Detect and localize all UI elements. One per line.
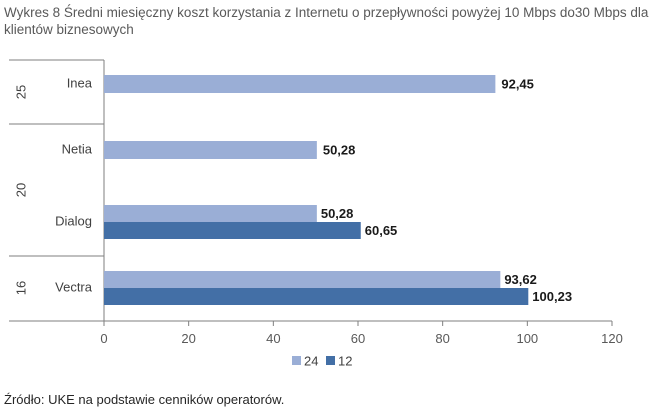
x-tick-label-0: 0 — [100, 331, 107, 346]
bar-24-dialog — [104, 205, 317, 222]
group-label-16: 16 — [13, 281, 28, 295]
value-label-24-dialog: 50,28 — [321, 206, 354, 221]
legend-label-24: 24 — [304, 353, 318, 368]
chart-title: Wykres 8 Średni miesięczny koszt korzyst… — [4, 5, 649, 37]
category-label-netia: Netia — [62, 141, 93, 156]
x-tick-label-120: 120 — [601, 331, 623, 346]
source-note: Źródło: UKE na podstawie cenników operat… — [4, 392, 285, 407]
category-label-inea: Inea — [67, 75, 93, 90]
bar-12-dialog — [104, 222, 361, 239]
x-tick-label-100: 100 — [516, 331, 538, 346]
bar-12-vectra — [104, 288, 529, 305]
bar-24-inea — [104, 75, 496, 93]
bar-24-netia — [104, 141, 317, 159]
value-label-12-dialog: 60,65 — [365, 223, 398, 238]
group-label-20: 20 — [13, 183, 28, 197]
bar-24-vectra — [104, 271, 501, 288]
value-label-24-vectra: 93,62 — [504, 272, 537, 287]
legend-swatch-12 — [326, 356, 335, 365]
x-tick-label-80: 80 — [435, 331, 449, 346]
group-label-25: 25 — [13, 85, 28, 99]
x-tick-label-20: 20 — [181, 331, 195, 346]
value-label-12-vectra: 100,23 — [532, 289, 572, 304]
legend-label-12: 12 — [338, 353, 352, 368]
category-label-dialog: Dialog — [55, 213, 92, 228]
legend-swatch-24 — [292, 356, 301, 365]
value-label-24-inea: 92,45 — [501, 76, 534, 91]
x-tick-label-60: 60 — [351, 331, 365, 346]
value-label-24-netia: 50,28 — [323, 142, 356, 157]
category-label-vectra: Vectra — [55, 279, 93, 294]
x-tick-label-40: 40 — [266, 331, 280, 346]
